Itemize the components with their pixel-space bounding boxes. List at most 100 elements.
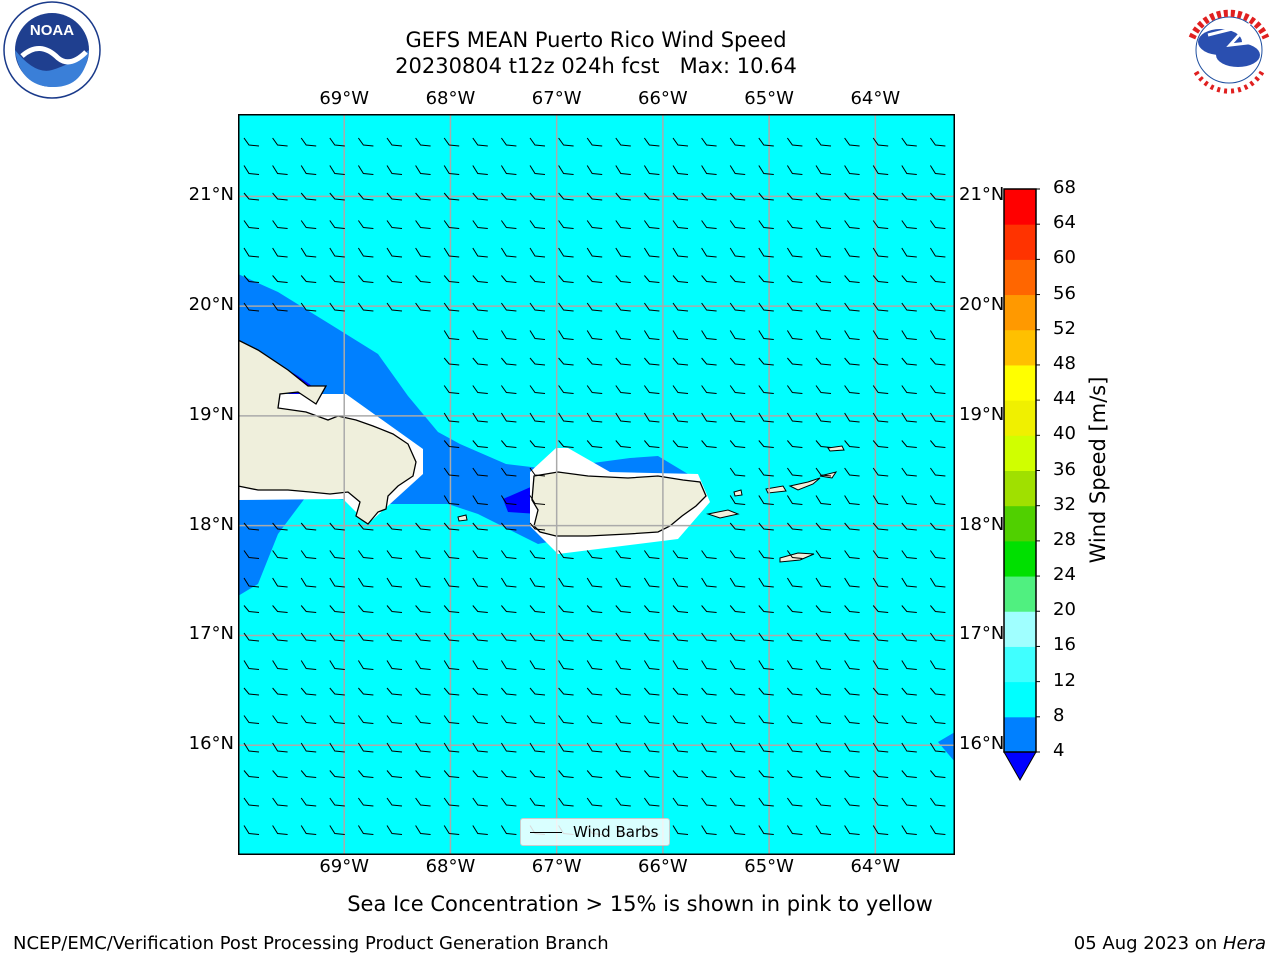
wind-barb [615, 770, 631, 778]
wind-barb [386, 577, 403, 588]
wind-barb [358, 687, 374, 696]
wind-barb [672, 715, 689, 724]
wind-barb [643, 632, 660, 642]
wind-barb [901, 330, 917, 340]
wind-barb [272, 275, 288, 283]
wind-barb [615, 715, 631, 724]
wind-barb [872, 247, 889, 258]
wind-barb [815, 522, 832, 531]
wind-barb [644, 192, 660, 201]
wind-barb [443, 797, 460, 807]
wind-barb [443, 247, 460, 258]
wind-barb [386, 165, 403, 175]
colorbar-bin-48-52 [1004, 329, 1036, 366]
wind-barb [443, 467, 460, 477]
colorbar-tick-60: 60 [1053, 247, 1076, 269]
chart-subtitle-run: 20230804 t12z 024h fcst Max: 10.64 [395, 54, 797, 78]
wind-barb [300, 137, 317, 147]
wind-barb [443, 770, 460, 778]
wind-barb [558, 137, 574, 147]
wind-barb [643, 742, 660, 753]
wind-barb [815, 550, 832, 559]
wind-barb [844, 192, 860, 201]
wind-barb [729, 385, 746, 394]
wind-barb [472, 220, 488, 229]
colorbar-bin-28-32 [1004, 505, 1036, 542]
wind-barb [872, 330, 889, 340]
lat-tick-right-4: 17°N [959, 623, 1005, 645]
wind-barb [358, 770, 374, 778]
wind-barb [786, 577, 803, 588]
wind-barb [329, 687, 345, 696]
wind-barb [643, 385, 660, 394]
land-anegada [827, 445, 845, 452]
wind-barb [272, 825, 288, 835]
wind-barb [729, 825, 746, 835]
wind-barb [386, 715, 403, 724]
wind-barb [586, 715, 603, 724]
wind-barb [558, 577, 574, 588]
lon-tick-bottom-1: 68°W [425, 856, 476, 877]
wind-barb [758, 137, 774, 147]
wind-barb [844, 770, 860, 778]
wind-barb [901, 797, 917, 807]
noaa-logo: NOAA [3, 1, 101, 99]
wind-barb [672, 330, 689, 340]
wind-barb [815, 825, 832, 835]
wind-barb [815, 165, 832, 175]
wind-barb [901, 550, 917, 559]
wind-barb [501, 522, 517, 531]
lat-tick-right-3: 18°N [959, 513, 1005, 535]
wind-barb [701, 165, 717, 175]
wind-barb [386, 522, 403, 531]
wind-barb [443, 605, 460, 613]
wind-barb [672, 577, 689, 588]
colorbar-bin-16-20 [1004, 611, 1036, 647]
lon-tick-top-2: 67°W [531, 88, 582, 109]
lon-tick-top-3: 66°W [638, 88, 688, 109]
wind-barb [329, 522, 345, 531]
wind-barb [787, 770, 803, 778]
wind-barb [529, 137, 546, 147]
wind-barb [558, 632, 574, 642]
wind-barb [815, 495, 832, 505]
wind-barb [472, 385, 488, 394]
wind-barb [529, 165, 546, 175]
wind-barb [787, 605, 803, 613]
wind-barb [758, 330, 774, 340]
wind-barb [329, 165, 345, 175]
wind-barb [501, 770, 517, 778]
wind-barb [500, 412, 517, 423]
wind-barb [272, 632, 288, 642]
wind-barb [901, 440, 917, 448]
lon-tick-bottom-3: 66°W [638, 856, 688, 877]
wind-barb [929, 742, 946, 753]
wind-barb [443, 687, 460, 696]
wind-barb [272, 715, 288, 724]
wind-barb [701, 797, 717, 807]
wind-barb [586, 137, 603, 147]
wind-barb [930, 605, 946, 613]
lat-tick-left-4: 17°N [188, 623, 234, 645]
wind-barb [529, 330, 546, 340]
wind-barb [901, 385, 917, 394]
colorbar-tick-56: 56 [1053, 282, 1076, 304]
wind-barb [586, 687, 603, 696]
wind-barb [472, 825, 488, 835]
wind-barb [930, 770, 946, 778]
wind-barb [643, 137, 660, 147]
lon-tick-top-5: 64°W [850, 88, 901, 109]
wind-barb [643, 165, 660, 175]
wind-barb [443, 632, 460, 642]
colorbar-tick-36: 36 [1053, 458, 1076, 480]
wind-barb [615, 440, 631, 448]
land-st-thomas [765, 485, 787, 494]
wind-barb [586, 165, 603, 175]
wind-barb [815, 385, 832, 394]
wind-barb [929, 715, 946, 724]
wind-barb [415, 632, 431, 642]
wind-barb [844, 715, 860, 724]
wind-barb [729, 357, 746, 366]
wind-barb [329, 550, 345, 559]
wind-barb [558, 605, 574, 613]
